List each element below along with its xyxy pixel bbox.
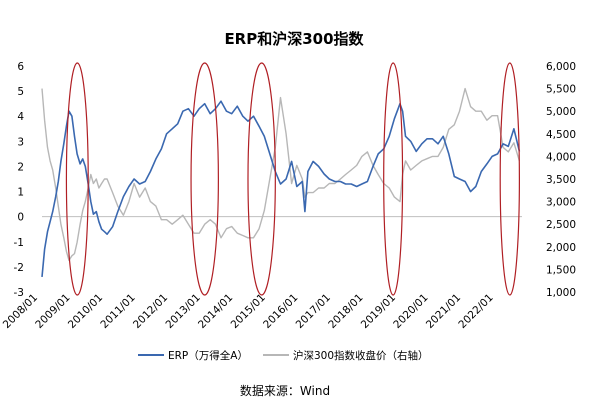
- right-tick-label: 3,000: [546, 197, 576, 209]
- left-tick-label: 3: [17, 136, 24, 148]
- left-tick-label: 1: [17, 187, 24, 199]
- highlight-ellipse: [383, 62, 404, 296]
- right-tick-label: 6,000: [546, 61, 576, 73]
- x-tick-label: 2016/01: [261, 292, 300, 331]
- left-tick-label: 2: [17, 161, 24, 173]
- right-tick-label: 2,500: [546, 219, 576, 231]
- right-tick-label: 2,000: [546, 242, 576, 254]
- left-tick-label: -3: [14, 287, 24, 299]
- right-tick-label: 1,500: [546, 264, 576, 276]
- x-tick-label: 2018/01: [326, 292, 365, 331]
- x-tick-label: 2020/01: [391, 292, 430, 331]
- right-tick-label: 5,000: [546, 106, 576, 118]
- x-tick-label: 2019/01: [359, 292, 398, 331]
- series-layer: [41, 87, 521, 277]
- legend-label: ERP（万得全A）: [168, 349, 248, 362]
- x-tick-label: 2021/01: [424, 292, 463, 331]
- highlight-layer: [65, 62, 520, 296]
- left-axis-ticks: -3 -2 -1 0 1 2 3 4 5 6: [14, 61, 25, 299]
- right-axis-ticks: 1,000 1,500 2,000 2,500 3,000 3,500 4,000 4,500…: [546, 61, 576, 299]
- x-tick-label: 2011/01: [98, 292, 137, 331]
- left-tick-label: 4: [17, 111, 24, 123]
- chart-title: ERP和沪深300指数: [224, 30, 364, 48]
- source-note: 数据来源：Wind: [240, 383, 330, 398]
- left-tick-label: 0: [17, 212, 24, 224]
- left-tick-label: 6: [17, 61, 24, 73]
- x-tick-label: 2014/01: [196, 292, 235, 331]
- legend-label: 沪深300指数收盘价（右轴）: [293, 349, 429, 362]
- highlight-ellipse: [499, 62, 520, 296]
- left-tick-label: 5: [17, 86, 24, 98]
- x-tick-label: 2015/01: [229, 292, 268, 331]
- legend: ERP（万得全A） 沪深300指数收盘价（右轴）: [138, 349, 429, 362]
- right-tick-label: 4,500: [546, 129, 576, 141]
- x-tick-label: 2022/01: [456, 292, 495, 331]
- csi300-series-line: [41, 87, 521, 262]
- erp-series-line: [41, 100, 521, 277]
- x-tick-label: 2017/01: [294, 292, 333, 331]
- x-tick-label: 2009/01: [33, 292, 72, 331]
- highlight-ellipse: [65, 62, 89, 296]
- left-tick-label: -2: [14, 262, 24, 274]
- right-tick-label: 5,500: [546, 84, 576, 96]
- left-tick-label: -1: [14, 237, 24, 249]
- highlight-ellipse: [247, 62, 276, 296]
- x-tick-label: 2013/01: [164, 292, 203, 331]
- right-tick-label: 1,000: [546, 287, 576, 299]
- right-tick-label: 3,500: [546, 174, 576, 186]
- highlight-ellipse: [190, 62, 219, 296]
- x-tick-label: 2012/01: [131, 292, 170, 331]
- x-tick-label: 2010/01: [66, 292, 105, 331]
- x-axis-ticks: 2008/012009/012010/012011/012012/012013/…: [1, 292, 496, 331]
- right-tick-label: 4,000: [546, 151, 576, 163]
